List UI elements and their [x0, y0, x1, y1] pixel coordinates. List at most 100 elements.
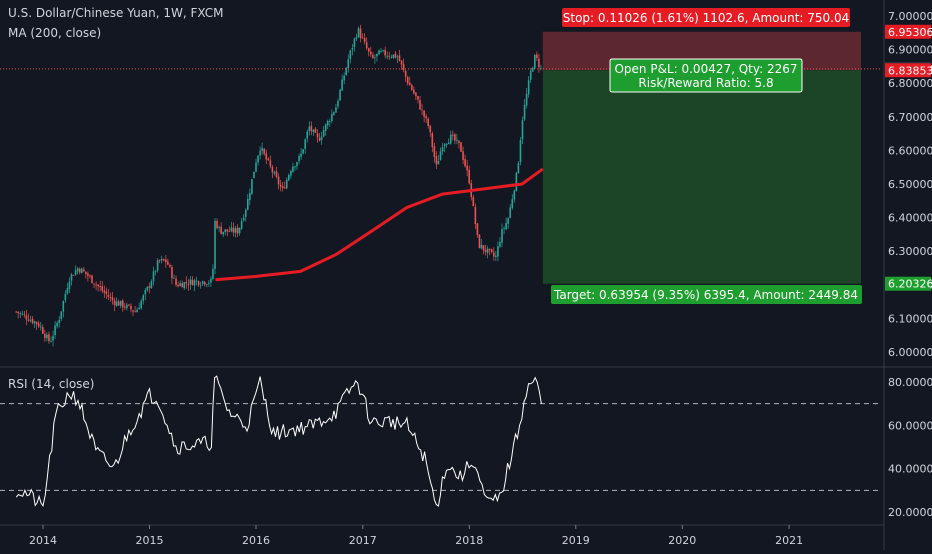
- candle-body: [66, 288, 69, 294]
- candle-body: [433, 146, 436, 157]
- candle-body: [228, 231, 231, 232]
- candle-body: [218, 226, 220, 228]
- entry-price-badge-text: 6.83853: [888, 64, 932, 77]
- candle-body: [337, 100, 339, 107]
- price-tick-label: 6.00000: [888, 346, 932, 359]
- candle-body: [384, 49, 386, 56]
- candle-body: [101, 286, 104, 291]
- chart-title: U.S. Dollar/Chinese Yuan, 1W, FXCM: [8, 6, 224, 20]
- candle-body: [269, 160, 272, 167]
- time-tick-label: 2021: [775, 534, 803, 547]
- time-tick-label: 2017: [349, 534, 377, 547]
- candle-body: [85, 271, 87, 274]
- candle-body: [119, 300, 122, 306]
- candle-body: [365, 42, 368, 49]
- price-tick-label: 6.80000: [888, 77, 932, 90]
- candle-body: [341, 79, 343, 91]
- candle-body: [431, 133, 434, 147]
- candle-body: [165, 259, 167, 263]
- time-tick-label: 2018: [455, 534, 483, 547]
- entry-price-badge-bg: [885, 63, 931, 78]
- stop-price-badge-text: 6.95306: [888, 26, 932, 39]
- open-pnl-badge[interactable]: Open P&L: 0.00427, Qty: 2267Risk/Reward …: [609, 58, 803, 93]
- candle-body: [415, 92, 417, 97]
- candle-body: [261, 147, 263, 151]
- target-price-badge: 6.20326: [885, 276, 932, 291]
- candle-body: [201, 281, 204, 284]
- candle-body: [115, 301, 118, 306]
- candle-body: [144, 290, 147, 295]
- candle-body: [490, 249, 493, 253]
- candle-body: [472, 197, 475, 207]
- candle-body: [128, 304, 130, 306]
- candle-body: [497, 246, 499, 257]
- candle-body: [238, 227, 241, 234]
- candle-body: [419, 100, 421, 110]
- candle-body: [171, 267, 173, 279]
- candle-body: [359, 28, 362, 39]
- candle-body: [445, 143, 448, 145]
- candle-body: [388, 55, 391, 57]
- rsi-group: [0, 375, 880, 508]
- candle-body: [113, 300, 116, 306]
- candle-body: [349, 50, 352, 60]
- candle-body: [423, 110, 425, 117]
- candle-body: [87, 273, 89, 276]
- candle-body: [158, 260, 161, 261]
- candle-body: [107, 294, 110, 297]
- candle-body: [462, 151, 464, 160]
- ma-line-group: [215, 167, 544, 282]
- candle-body: [199, 284, 202, 286]
- candle-body: [187, 284, 190, 286]
- candle-body: [271, 166, 274, 173]
- candle-body: [316, 133, 319, 138]
- candle-body: [146, 286, 149, 291]
- candle-body: [501, 229, 503, 243]
- candle-body: [333, 112, 335, 115]
- candle-body: [290, 171, 292, 176]
- rsi-tick-label: 80.0000: [888, 376, 932, 389]
- candle-body: [505, 222, 507, 230]
- rsi-line: [15, 375, 542, 508]
- target-label-badge[interactable]: Target: 0.63954 (9.35%) 6395.4, Amount: …: [551, 285, 862, 304]
- candle-body: [111, 297, 114, 301]
- price-tick-label: 6.30000: [888, 245, 932, 258]
- candle-body: [60, 311, 63, 319]
- stop-label-bg: [562, 8, 850, 27]
- stop-label-badge[interactable]: Stop: 0.11026 (1.61%) 1102.6, Amount: 75…: [562, 8, 850, 27]
- candle-body: [46, 334, 48, 339]
- candle-body: [466, 165, 468, 171]
- candle-body: [210, 278, 212, 283]
- candle-body: [138, 307, 140, 310]
- candle-body: [380, 51, 382, 52]
- candle-body: [331, 114, 333, 122]
- candle-body: [382, 50, 384, 52]
- candle-body: [281, 186, 284, 188]
- position-zones: [542, 31, 861, 284]
- candle-body: [353, 38, 356, 48]
- candle-body: [23, 314, 26, 316]
- price-tick-label: 6.10000: [888, 312, 932, 325]
- position-badges[interactable]: Stop: 0.11026 (1.61%) 1102.6, Amount: 75…: [551, 8, 862, 304]
- candle-body: [56, 322, 58, 327]
- candle-body: [257, 155, 259, 163]
- candle-body: [105, 291, 108, 295]
- candle-body: [400, 60, 403, 65]
- price-tick-label: 6.60000: [888, 144, 932, 157]
- stop-price-badge: 6.95306: [885, 24, 932, 39]
- candle-body: [285, 179, 288, 189]
- candle-body: [93, 283, 95, 285]
- candle-body: [70, 274, 73, 281]
- candle-body: [324, 124, 327, 131]
- candle-body: [421, 109, 423, 111]
- candle-body: [247, 199, 249, 210]
- candle-body: [511, 199, 514, 209]
- candle-body: [78, 268, 81, 273]
- candle-body: [509, 207, 512, 218]
- candle-body: [95, 284, 97, 286]
- candle-body: [361, 37, 364, 39]
- candle-body: [449, 134, 452, 144]
- rsi-tick-label: 40.0000: [888, 463, 932, 476]
- candle-body: [136, 309, 138, 313]
- candle-body: [206, 284, 208, 286]
